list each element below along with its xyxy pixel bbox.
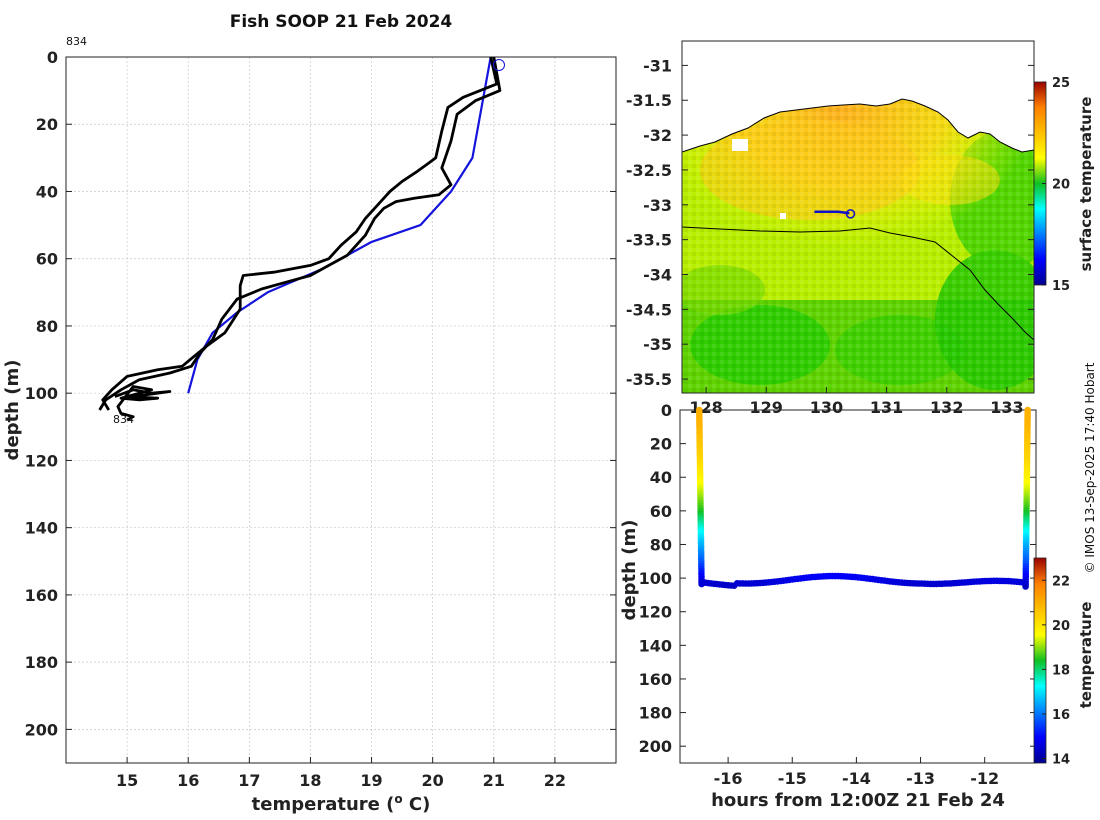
section-xtick-label: -16 [714,769,743,788]
map-ytick-label: -35.5 [626,370,672,389]
map-ship-track-end [845,209,856,219]
section-ytick-label: 140 [639,636,672,655]
map-colorbar-ticks: 15 20 25 [1042,76,1070,294]
map-colorbar-label: surface temperature [1077,97,1095,272]
map-ytick-label: -31 [643,56,672,75]
section-xtick-label: -15 [778,769,807,788]
profile-grid [66,56,616,763]
profile-series-line [101,57,499,411]
profile-start-marker [493,59,505,71]
map-ytick-label: -31.5 [626,91,672,110]
profile-series-line [114,385,172,422]
map-xtick-label: 133 [990,398,1023,417]
map-ytick-label: -34.5 [626,300,672,319]
profile-xtick-label: 17 [238,771,260,790]
section-ytick-label: 180 [639,704,672,723]
section-xtick-label: -12 [970,769,999,788]
section-point [1019,579,1027,586]
map-ytick-label: -35 [643,335,672,354]
map-panel: -31 -31.5 -32 -32.5 -33 -33.5 -34 -34.5 -35 -35.5… [626,40,1095,417]
profile-ytick-label: 140 [25,519,58,538]
map-xtick-label: 129 [750,398,783,417]
profile-xlabel-end: C) [403,794,431,815]
section-ytick-label: 160 [639,670,672,689]
map-coastline [682,98,1034,153]
figure-title: Fish SOOP 21 Feb 2024 [230,12,453,32]
profile-ytick-label: 120 [25,451,58,470]
map-land [682,41,1034,152]
profile-series-line [98,57,502,411]
section-ytick-label: 60 [650,502,672,521]
section-ytick-label: 40 [650,468,672,487]
section-ylabel: depth (m) [619,520,640,621]
profile-ytick-label: 0 [47,48,58,67]
section-panel: 0 20 40 60 80 100 120 140 160 180 200 -16 -15 -14 -13 -… [619,401,1095,811]
profile-ytick-label: 160 [25,586,58,605]
profile-xtick-label: 22 [544,771,566,790]
section-cbar-tick-label: 16 [1052,708,1070,723]
map-ytick-label: -33.5 [626,231,672,250]
profile-ytick-label: 20 [36,115,58,134]
section-cbar-tick-label: 18 [1052,663,1070,678]
profile-annotation-bottom: 834 [113,413,134,426]
profile-panel: 15 16 17 18 19 20 21 22 0 20 40 60 80 100 120 140 160 180… [2,35,617,815]
map-shelf-contour [682,226,1034,341]
profile-axes-frame [65,56,617,764]
profile-xtick-label: 15 [116,771,138,790]
map-ytick-label: -33 [643,196,672,215]
profile-ytick-label: 100 [25,384,58,403]
section-colorbar [1033,557,1047,764]
copyright-note: © IMOS 13-Sep-2025 17:40 Hobart [1083,362,1097,573]
map-ytick-label: -34 [643,266,672,285]
profile-xtick-label: 18 [299,771,321,790]
profile-xlabel-main: temperature ( [252,794,395,815]
map-cbar-tick-label: 15 [1052,279,1070,294]
map-xtick-label: 128 [689,398,722,417]
section-cbar-tick-label: 20 [1052,619,1070,634]
section-ytick-label: 120 [639,603,672,622]
profile-annotation-top: 834 [66,35,87,48]
profile-ytick-label: 80 [36,317,58,336]
map-ytick-label: -32.5 [626,161,672,180]
section-xtick-label: -13 [906,769,935,788]
profile-series-line [187,57,492,394]
profile-xtick-label: 20 [422,771,444,790]
map-cloud-patch-2 [780,213,786,219]
map-ytick-label: -32 [643,126,672,145]
map-cbar-tick-label: 20 [1052,178,1070,193]
section-colorbar-label: temperature [1077,602,1095,709]
section-cbar-tick-label: 14 [1052,753,1070,768]
section-xtick-label: -14 [842,769,871,788]
section-points [695,406,1031,590]
map-xtick-label: 131 [870,398,903,417]
map-cbar-tick-label: 25 [1052,76,1070,91]
profile-ytick-label: 180 [25,653,58,672]
profile-ytick-label: 40 [36,182,58,201]
profile-ytick-label: 60 [36,250,58,269]
section-colorbar-ticks: 14 16 18 20 22 [1042,574,1070,768]
map-ship-track [814,210,850,215]
profile-xlabel: temperature (o C) [252,792,431,815]
map-ticks: -31 -31.5 -32 -32.5 -33 -33.5 -34 -34.5 -35 -35.5… [626,56,1034,417]
profile-ticks: 15 16 17 18 19 20 21 22 0 20 40 60 80 100 120 140 160 180… [25,48,616,790]
section-cbar-tick-label: 22 [1052,574,1070,589]
profile-ytick-label: 200 [25,720,58,739]
profile-series [98,57,502,422]
profile-ylabel: depth (m) [2,360,23,461]
map-xtick-label: 132 [930,398,963,417]
section-ytick-label: 0 [661,401,672,420]
section-ytick-label: 20 [650,435,672,454]
map-xtick-label: 130 [810,398,843,417]
map-cloud-patch-1 [732,139,748,151]
profile-xtick-label: 19 [360,771,382,790]
section-ytick-label: 100 [639,569,672,588]
section-ytick-label: 200 [639,737,672,756]
section-ytick-label: 80 [650,535,672,554]
profile-xlabel-sup: o [394,792,402,806]
profile-xtick-label: 21 [483,771,505,790]
section-ticks: 0 20 40 60 80 100 120 140 160 180 200 -16 -15 -14 -13 -… [639,401,1036,788]
profile-xtick-label: 16 [177,771,199,790]
section-xlabel: hours from 12:00Z 21 Feb 24 [711,790,1005,811]
